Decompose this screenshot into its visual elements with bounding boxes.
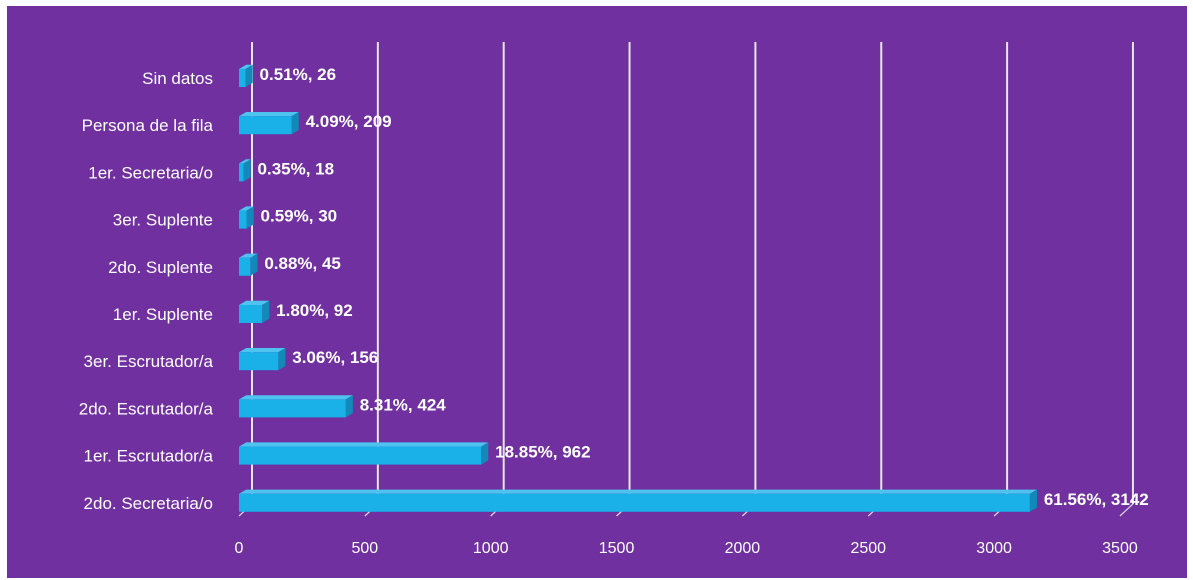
bar-top-face [239,442,489,447]
bar-front-face [239,493,1030,512]
bar-side-face [345,395,353,418]
gridlines [238,42,1134,517]
category-label: 2do. Suplente [108,258,213,277]
x-tick-label: 2500 [850,540,886,557]
bar-front-face [239,446,482,465]
data-label: 61.56%, 3142 [1044,490,1149,509]
x-tick-label: 1500 [599,540,635,557]
bar-front-face [239,352,279,371]
x-tick-label: 1000 [473,540,509,557]
x-tick-label: 0 [235,540,244,557]
bar-2 [239,112,299,135]
category-label: 1er. Secretaria/o [88,163,213,182]
bar-side-face [262,300,270,323]
bar-top-face [239,253,258,258]
x-axis-ticks: 0 500 1000 1500 2000 2500 3000 3500 [235,540,1138,557]
bar-front-face [239,305,263,323]
data-labels: 0.51%, 26 4.09%, 209 0.35%, 18 0.59%, 30 0.8… [258,65,1149,509]
x-tick-label: 500 [351,540,378,557]
floor-tick-3500 [1119,503,1134,517]
chart-panel: 0 500 1000 1500 2000 2500 3000 3500 Sin datos Pe… [7,6,1187,578]
data-label: 3.06%, 156 [292,348,378,367]
bar-10 [239,489,1037,512]
bar-side-face [250,253,258,276]
category-label: Persona de la fila [82,116,214,135]
data-label: 1.80%, 92 [276,301,353,320]
bar-top-face [239,300,270,305]
bar-side-face [245,64,253,87]
bar-front-face [239,399,346,418]
x-tick-label: 2000 [725,540,761,557]
category-label: Sin datos [142,69,213,88]
bar-side-face [246,206,254,229]
data-label: 4.09%, 209 [306,112,392,131]
bar-top-face [239,348,286,353]
category-label: 2do. Secretaria/o [84,494,213,513]
bar-4 [239,206,254,229]
bar-top-face [239,159,251,164]
bar-side-face [1029,489,1037,512]
bar-top-face [239,112,299,117]
bar-8 [239,395,353,418]
x-tick-label: 3000 [976,540,1012,557]
category-label: 1er. Suplente [113,305,213,324]
category-label: 2do. Escrutador/a [79,399,214,418]
category-label: 1er. Escrutador/a [84,447,214,466]
category-label: 3er. Suplente [113,211,213,230]
bar-top-face [239,206,254,211]
data-label: 0.88%, 45 [264,254,341,273]
data-label: 18.85%, 962 [495,443,590,462]
bar-1 [239,64,253,87]
data-label: 0.59%, 30 [261,207,338,226]
bar-6 [239,300,270,323]
bar-side-face [278,348,286,371]
bar-top-face [239,64,253,69]
data-label: 0.51%, 26 [260,65,337,84]
bar-front-face [239,257,251,276]
bar-3 [239,159,251,182]
category-labels: Sin datos Persona de la fila 1er. Secretar… [79,69,214,513]
data-label: 8.31%, 424 [360,395,447,414]
bar-front-face [239,163,244,182]
bars [239,64,1037,512]
x-tick-label: 3500 [1102,540,1138,557]
category-label: 3er. Escrutador/a [84,352,214,371]
bar-5 [239,253,258,276]
bar-front-face [239,69,246,87]
bar-side-face [291,112,299,135]
bar-side-face [481,442,489,465]
bar-front-face [239,210,247,229]
bar-front-face [239,116,292,135]
bar-9 [239,442,489,465]
bar-7 [239,348,286,371]
data-label: 0.35%, 18 [258,159,335,178]
bar-top-face [239,489,1037,494]
bar-side-face [243,159,251,182]
bar-top-face [239,395,353,400]
bar-chart: 0 500 1000 1500 2000 2500 3000 3500 Sin datos Pe… [79,42,1149,557]
